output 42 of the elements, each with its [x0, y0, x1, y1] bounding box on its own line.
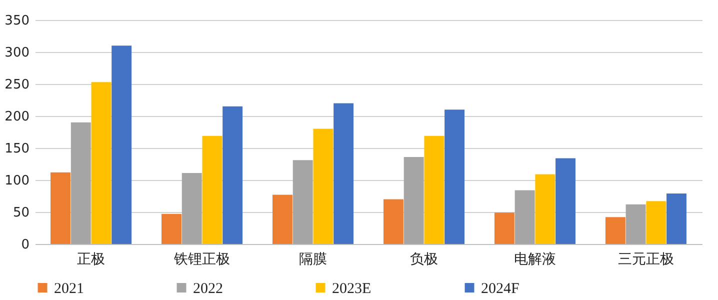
bar [666, 193, 686, 244]
legend-label: 2021 [54, 280, 84, 297]
bar [202, 136, 222, 244]
legend-label: 2022 [193, 280, 223, 297]
bar [646, 201, 666, 244]
y-tick-label: 100 [4, 174, 30, 188]
bar [626, 204, 646, 244]
y-tick-label: 250 [4, 78, 30, 92]
legend-label: 2024F [481, 280, 520, 297]
bar [222, 106, 243, 244]
x-tick-label: 电解液 [514, 252, 556, 268]
x-tick-label: 隔膜 [299, 252, 328, 268]
y-tick-label: 200 [4, 110, 30, 124]
bar [272, 194, 292, 244]
bar [91, 82, 112, 244]
bar [313, 128, 334, 244]
y-tick-label: 350 [4, 14, 30, 28]
bar [112, 46, 132, 244]
bar [334, 103, 354, 244]
y-tick-label: 150 [4, 142, 30, 156]
bar [494, 212, 514, 244]
bar [383, 199, 404, 244]
x-tick-label: 正极 [77, 252, 106, 268]
y-tick-label: 300 [4, 46, 30, 60]
bar [556, 158, 576, 244]
y-tick-label: 0 [21, 238, 30, 252]
bar [70, 122, 91, 244]
bar [404, 156, 424, 244]
bar [162, 214, 182, 244]
x-tick-label: 负极 [410, 252, 438, 268]
bar [605, 217, 626, 244]
bar [182, 172, 202, 244]
bar [535, 174, 556, 244]
bar [514, 190, 535, 244]
x-tick-label: 三元正极 [618, 252, 674, 268]
bar [424, 136, 444, 244]
legend-label: 2023E [332, 280, 372, 297]
y-tick-label: 50 [12, 206, 30, 220]
bar [50, 172, 70, 244]
x-tick-label: 铁锂正极 [173, 252, 230, 268]
bar [444, 110, 464, 244]
bar [292, 160, 313, 244]
